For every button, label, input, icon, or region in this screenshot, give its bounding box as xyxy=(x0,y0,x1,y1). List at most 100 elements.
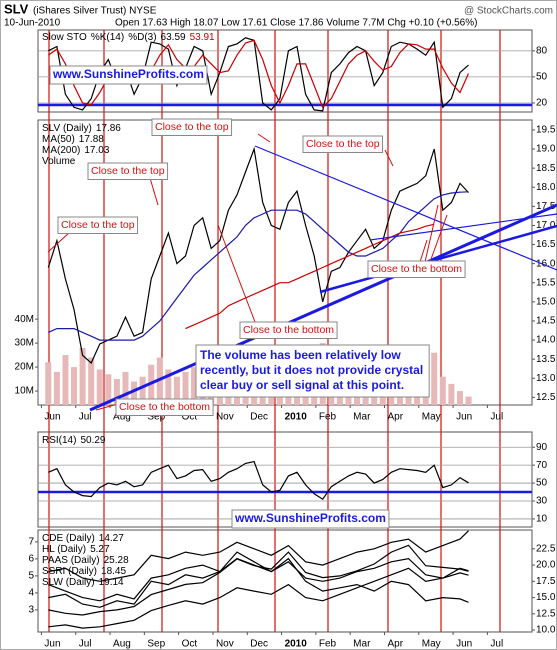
volume-bar xyxy=(88,357,95,405)
annotation: Close to the top xyxy=(91,165,165,177)
y-tick-label: 70 xyxy=(536,460,548,471)
x-tick-label: Sep xyxy=(147,412,165,423)
pointer-line xyxy=(149,177,159,206)
legend: MA(50) 17.88 xyxy=(42,134,104,145)
label-box xyxy=(151,118,233,136)
y-tick-label: 13.5 xyxy=(536,354,556,365)
y-tick-label: 13.0 xyxy=(536,373,556,384)
y-tick-label: 50 xyxy=(536,72,548,83)
volume-bar xyxy=(45,362,52,405)
x-tick-label: Aug xyxy=(113,639,131,650)
y-tick-label: 10 xyxy=(536,514,548,525)
y-tick-label: 10.0 xyxy=(536,625,556,636)
x-tick-label: Mar xyxy=(353,412,371,423)
legend-readout: 63.59 xyxy=(161,32,186,43)
x-tick-label: Jun xyxy=(44,639,60,650)
series-line xyxy=(47,146,469,364)
volume-bar xyxy=(79,347,86,405)
volume-bar xyxy=(62,355,69,405)
quote-date: 10-Jun-2010 xyxy=(4,18,61,29)
legend-entry: %D(3) xyxy=(128,32,156,43)
y-tick-label: 18.0 xyxy=(536,182,556,193)
legend: Volume xyxy=(42,156,76,167)
legend-entry: %K(14) xyxy=(91,32,124,43)
annotation: Close to the bottom xyxy=(119,401,210,413)
x-tick-label: Jul xyxy=(79,412,92,423)
x-tick-label: Dec xyxy=(250,412,268,423)
y-tick-label: 20M xyxy=(15,362,34,373)
note-line: recently, but it does not provide crysta… xyxy=(200,363,423,377)
label-box xyxy=(57,216,139,234)
legend-readout: 14.27 xyxy=(99,533,124,544)
y-tick-label: 17.5 xyxy=(536,201,556,212)
y-tick-label: 17.5 xyxy=(536,576,556,587)
legend-entry: CDE (Daily) xyxy=(42,533,95,544)
series-line xyxy=(48,460,469,501)
x-tick-label: Nov xyxy=(216,412,234,423)
legend-readout: 5.27 xyxy=(90,544,110,555)
x-tick-label: Nov xyxy=(216,639,234,650)
x-tick-label: Jul xyxy=(79,639,92,650)
y-tick-label: 17.0 xyxy=(536,220,556,231)
legend-entry: SLV (Daily) xyxy=(42,123,92,134)
y-tick-label: 50 xyxy=(536,478,548,489)
volume-bar xyxy=(131,381,138,405)
series-line xyxy=(48,544,469,616)
volume-bar xyxy=(431,352,438,405)
volume-bar xyxy=(139,376,146,405)
x-tick-label: Sep xyxy=(147,639,165,650)
y-tick-label: 22.5 xyxy=(536,543,556,554)
volume-bar xyxy=(148,364,155,405)
volume-bar xyxy=(156,357,163,405)
volume-bar xyxy=(113,379,120,405)
y-tick-label: 19.5 xyxy=(536,125,556,136)
series-line xyxy=(48,530,469,582)
x-tick-label: May xyxy=(422,639,441,650)
note-line: The volume has been relatively low xyxy=(200,348,401,362)
y-tick-label: 16.0 xyxy=(536,258,556,269)
x-tick-label: 2010 xyxy=(285,412,308,423)
x-tick-label: Feb xyxy=(319,639,337,650)
annotation: Close to the bottom xyxy=(243,324,334,336)
legend-readout: 18.45 xyxy=(101,566,126,577)
x-tick-label: Dec xyxy=(250,639,268,650)
y-tick-label: 30 xyxy=(536,496,548,507)
legend-readout: 17.86 xyxy=(96,123,121,134)
label-box xyxy=(367,260,466,278)
legend-entry: HL (Daily) xyxy=(42,544,86,555)
legend-entry: MA(200) xyxy=(42,145,80,156)
pointer-line xyxy=(257,133,271,143)
annotation: Close to the top xyxy=(155,121,229,133)
trend-line xyxy=(369,213,557,241)
y-tick-label: 18.5 xyxy=(536,163,556,174)
legend-readout: 19.14 xyxy=(99,577,124,588)
legend-entry: RSI(14) xyxy=(42,435,76,446)
legend: RSI(14) 50.29 xyxy=(42,435,106,446)
y-tick-label: 40M xyxy=(15,314,34,325)
y-tick-label: 80 xyxy=(536,45,548,56)
annotation: www.SunshineProfits.com xyxy=(52,67,204,81)
quote: Open 17.63 High 18.07 Low 17.61 Close 17… xyxy=(115,18,477,29)
legend-readout: 25.28 xyxy=(104,555,129,566)
note-line: clear buy or sell signal at this point. xyxy=(200,378,404,392)
y-tick-label: 4 xyxy=(28,588,34,599)
pointer-line xyxy=(419,239,428,263)
source: @ StockCharts.com xyxy=(464,6,553,17)
legend: Slow STO %K(14) %D(3) 63.59 53.91 xyxy=(42,32,215,43)
volume-bar xyxy=(105,374,112,405)
security-name: (iShares Silver Trust) NYSE xyxy=(33,6,157,17)
legend-indicator: Slow STO xyxy=(42,32,87,43)
x-tick-label: Jun xyxy=(456,639,472,650)
y-tick-label: 7 xyxy=(28,537,34,548)
y-tick-label: 15.0 xyxy=(536,296,556,307)
volume-bar xyxy=(439,376,446,405)
legend: HL (Daily) 5.27 xyxy=(42,544,110,555)
pointer-line xyxy=(429,214,448,263)
legend-readout: 17.03 xyxy=(84,145,109,156)
y-tick-label: 20.0 xyxy=(536,560,556,571)
y-tick-label: 20 xyxy=(536,98,548,109)
series-line xyxy=(48,567,469,629)
annotation: Close to the top xyxy=(306,138,380,150)
series-line xyxy=(48,557,469,608)
